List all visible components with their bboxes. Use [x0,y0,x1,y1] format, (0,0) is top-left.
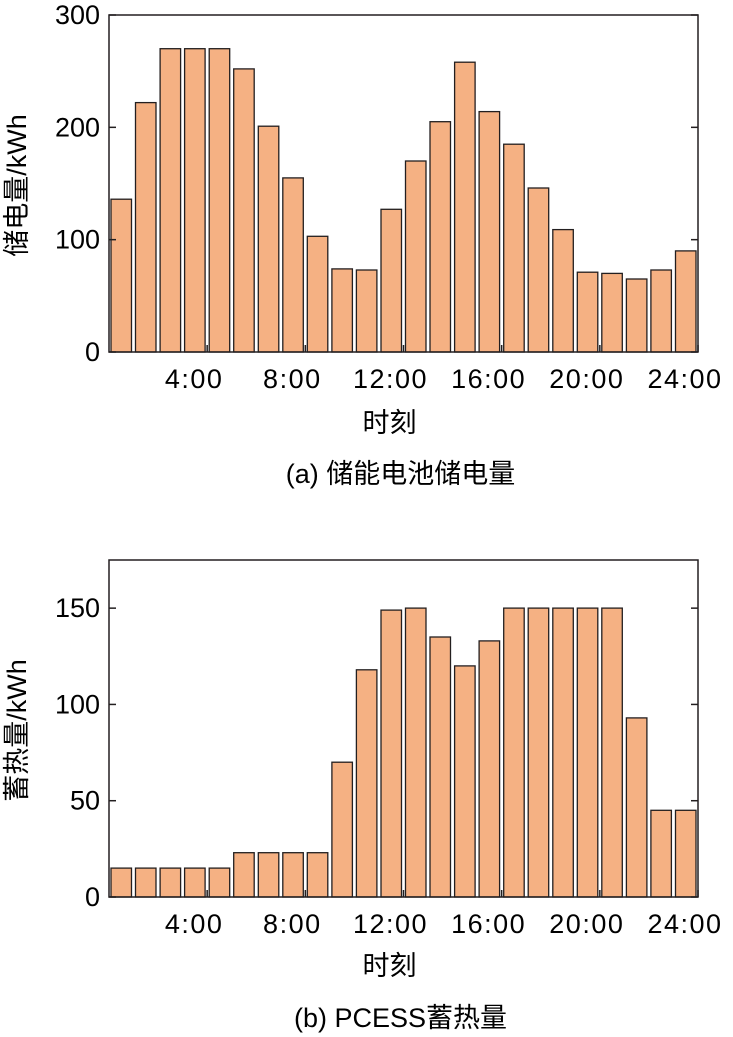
bar-series [110,48,697,353]
y-axis-label: 蓄热量/kWh [2,659,32,802]
x-tick-label: 16:00 [451,909,526,939]
bar [674,250,697,353]
x-tick-label: 24:00 [647,909,722,939]
y-tick-label: 0 [85,882,100,912]
chart-caption: (b) PCESS蓄热量 [294,1003,507,1033]
bar [576,607,599,898]
x-tick-label: 12:00 [353,364,428,394]
y-tick-label: 150 [55,593,100,623]
bar [208,867,231,898]
chart-caption: (a) 储能电池储电量 [286,459,516,489]
bar [134,867,157,898]
x-tick-label: 8:00 [263,909,322,939]
bar [503,607,525,898]
bar [208,48,231,353]
bar [134,101,157,353]
bar [257,852,280,898]
bar [453,61,476,353]
x-axis-label: 时刻 [363,951,417,981]
bar [331,761,354,898]
x-axis-label: 时刻 [363,408,417,438]
bar [601,272,623,353]
x-tick-label: 20:00 [549,909,624,939]
y-tick-label: 50 [70,786,100,816]
bar [527,607,550,898]
bar [282,177,304,353]
bar [183,48,206,353]
bar [233,68,255,353]
x-tick-label: 4:00 [165,364,224,394]
bar [380,609,403,898]
bar [478,110,501,353]
bar [576,271,599,353]
bar-series [110,607,697,898]
y-axis-label: 储电量/kWh [2,114,32,257]
bar [429,636,452,898]
x-tick-label: 16:00 [451,364,526,394]
bar [478,640,501,898]
x-tick-label: 4:00 [165,909,224,939]
bar [282,852,304,898]
bar [601,607,623,898]
bar [625,717,648,898]
bar [110,198,133,353]
bar [257,125,280,353]
bar [552,228,574,353]
bar [159,48,182,353]
bar [355,269,378,353]
x-tick-label: 24:00 [647,364,722,394]
bar [233,852,255,898]
bar [650,269,673,353]
bar [306,235,329,353]
bar [355,669,378,898]
axis-ticks: 0 50 100 150 4:00 8:00 12:00 16:00 20:00 24:00 [55,593,722,939]
y-tick-label: 0 [85,337,100,367]
x-tick-label: 20:00 [549,364,624,394]
bar [110,867,133,898]
bar [625,278,648,353]
y-tick-label: 200 [55,112,100,142]
chart-panel-a: 0 100 200 300 4:00 8:00 12:00 16:00 20:00 24:00 储… [2,0,722,489]
y-tick-label: 100 [55,689,100,719]
bar [404,160,427,353]
bar [404,607,427,898]
bar [503,143,525,353]
bar [183,867,206,898]
bar [306,852,329,898]
bar [380,208,403,353]
bar [159,867,182,898]
bar [429,121,452,353]
bar [650,809,673,898]
bar [552,607,574,898]
bar [674,809,697,898]
bar [331,268,354,353]
y-tick-label: 100 [55,225,100,255]
x-tick-label: 8:00 [263,364,322,394]
bar [527,187,550,353]
chart-panel-b: 0 50 100 150 4:00 8:00 12:00 16:00 20:00 24:00 蓄热… [2,559,722,1033]
bar [453,665,476,898]
x-tick-label: 12:00 [353,909,428,939]
y-tick-label: 300 [55,0,100,30]
axis-ticks: 0 100 200 300 4:00 8:00 12:00 16:00 20:00 24:00 [55,0,722,394]
